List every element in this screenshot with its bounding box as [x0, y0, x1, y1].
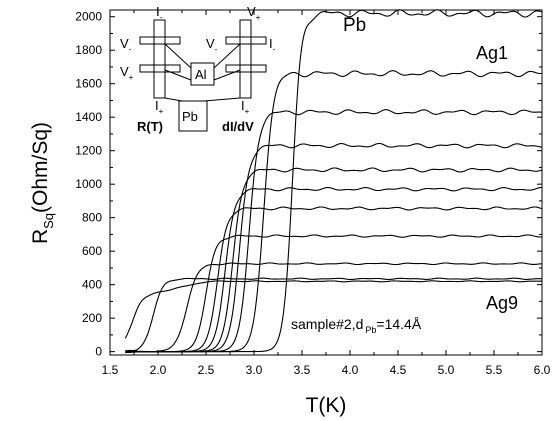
inset-left-pad-top: [139, 36, 181, 45]
inset-right-pad-top: [225, 36, 267, 45]
inset-schematic: [139, 19, 267, 132]
inset-v-minus-left: V-: [120, 36, 132, 54]
inset-right-strip: [239, 19, 252, 99]
inset-wire: [164, 97, 183, 102]
inset-labels: I- V- V+ I+ V+ V- I- I+ Al Pb R(T) dI/dV: [120, 4, 276, 134]
data-series: [124, 9, 543, 354]
sample-caption-value: =14.4Å: [376, 316, 421, 332]
y-axis-title: RSq(Ohm/Sq): [29, 122, 56, 244]
inset-v-plus-right: V+: [247, 4, 261, 22]
x-tick-labels: 1.5 2.0 2.5 3.0 3.5 4.0 4.5 5.0 5.5 6.0: [102, 363, 551, 377]
y-tick-labels: 0 200 400 600 800 1000 1200 1400 1600 1800 2000: [75, 10, 102, 359]
inset-left-strip: [153, 19, 166, 99]
y-tick-label: 1400: [75, 110, 102, 124]
label-ag9: Ag9: [486, 293, 518, 313]
inset-rt-label: R(T): [137, 119, 163, 134]
x-tick-label: 5.5: [486, 363, 503, 377]
series-curve: [125, 186, 542, 353]
x-tick-label: 5.0: [438, 363, 455, 377]
inset-wire: [164, 43, 192, 69]
inset-wire: [203, 97, 241, 102]
series-curve: [125, 277, 542, 352]
sample-caption-sub: Pb: [365, 325, 376, 335]
inset-v-minus-right: V-: [206, 36, 218, 54]
x-tick-label: 1.5: [102, 363, 119, 377]
inset-right-pad-bottom: [225, 64, 267, 73]
inset-left-pad-bottom: [139, 64, 181, 73]
y-tick-label: 1600: [75, 77, 102, 91]
inset-al-label: Al: [195, 67, 207, 82]
sample-caption-prefix: sample#2,d: [291, 316, 363, 332]
y-tick-label: 0: [95, 345, 102, 359]
x-axis-title: T(K): [306, 394, 347, 417]
label-pb: Pb: [343, 15, 366, 36]
svg-text:RSq(Ohm/Sq): RSq(Ohm/Sq): [29, 122, 56, 244]
y-tick-label: 1200: [75, 144, 102, 158]
inset-pb-box: [178, 100, 208, 132]
y-tick-label: 1800: [75, 43, 102, 57]
y-tick-label: 800: [82, 211, 102, 225]
x-tick-label: 4.0: [342, 363, 359, 377]
series-curve: [125, 262, 543, 354]
x-tick-label: 6.0: [534, 363, 551, 377]
y-tick-label: 2000: [75, 10, 102, 24]
series-curve: [125, 234, 543, 354]
x-tick-label: 3.0: [246, 363, 263, 377]
x-tick-label: 3.5: [294, 363, 311, 377]
inset-i-plus-right: I+: [241, 98, 250, 116]
y-axis-title-unit: (Ohm/Sq): [29, 122, 52, 213]
sample-caption: sample#2,d Pb=14.4Å: [291, 316, 422, 335]
x-tick-label: 2.5: [198, 363, 215, 377]
x-tick-label: 4.5: [390, 363, 407, 377]
inset-i-minus-left: I-: [156, 4, 163, 22]
series-curve: [125, 206, 543, 353]
inset-wire: [213, 43, 241, 69]
y-tick-label: 1000: [75, 177, 102, 191]
x-tick-label: 2.0: [150, 363, 167, 377]
inset-pb-label: Pb: [182, 109, 198, 124]
y-axis-title-main: R: [29, 229, 52, 244]
inset-v-plus-left: V+: [120, 64, 134, 82]
inset-didv-label: dI/dV: [222, 119, 254, 134]
axis-ticks: [109, 10, 543, 355]
y-tick-label: 400: [82, 278, 102, 292]
inset-i-minus-right: I-: [269, 36, 276, 54]
y-tick-label: 600: [82, 244, 102, 258]
label-ag1: Ag1: [476, 43, 508, 63]
series-curve: [124, 280, 542, 339]
inset-al-box: [190, 62, 215, 86]
inset-wire: [164, 69, 192, 81]
y-axis-title-sub: Sq: [41, 213, 56, 229]
y-tick-label: 200: [82, 311, 102, 325]
inset-wire: [213, 69, 241, 81]
inset-i-plus-left: I+: [155, 98, 164, 116]
